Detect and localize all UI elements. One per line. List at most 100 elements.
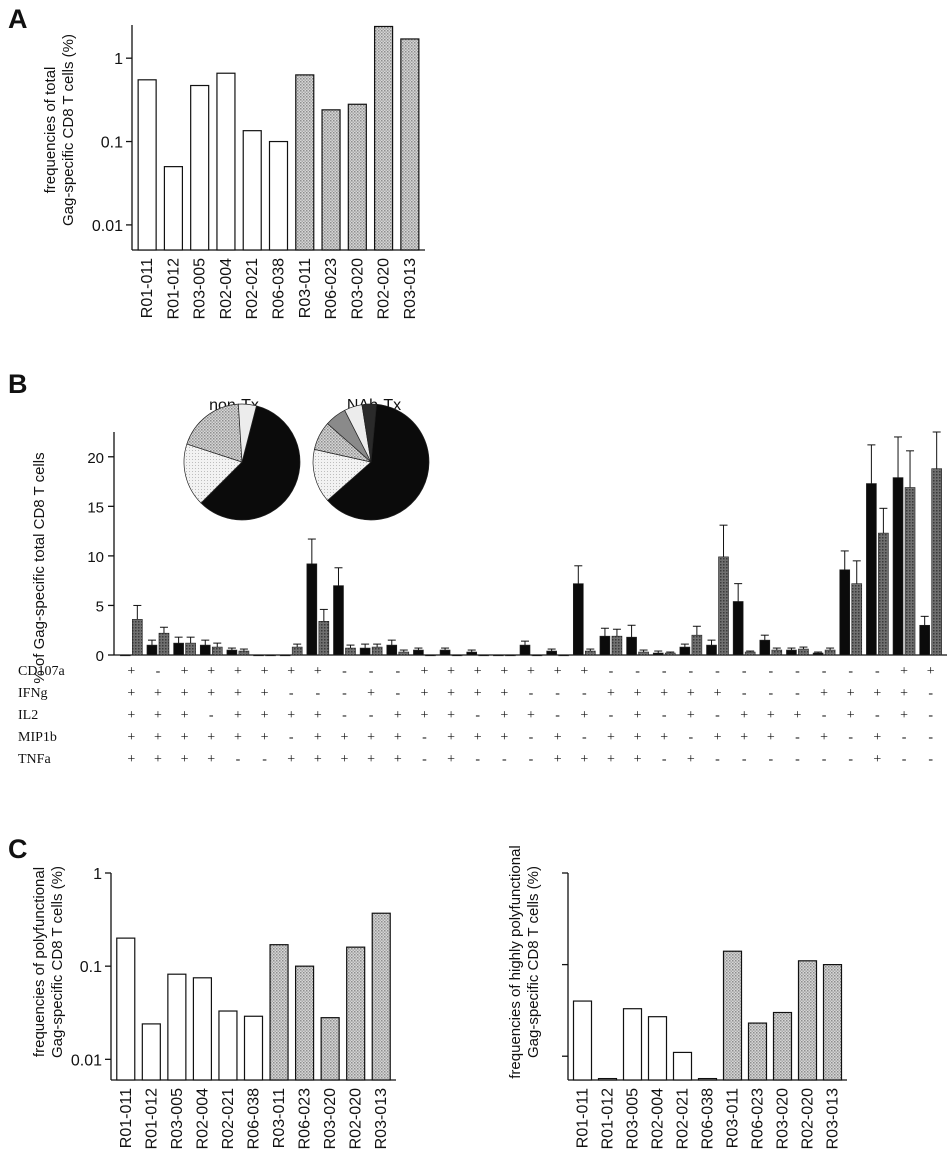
marker-sign: + bbox=[714, 730, 722, 745]
marker-sign: - bbox=[289, 730, 294, 745]
marker-sign: + bbox=[767, 730, 775, 745]
marker-sign: + bbox=[127, 730, 135, 745]
bar-non-tx-13 bbox=[439, 649, 451, 656]
marker-sign: - bbox=[156, 664, 161, 679]
marker-sign: + bbox=[261, 686, 269, 701]
bar-non-tx-12 bbox=[413, 649, 424, 656]
bar-non-tx-26 bbox=[786, 649, 797, 656]
bar-nab-tx-20 bbox=[638, 651, 649, 656]
marker-sign: + bbox=[580, 752, 588, 767]
marker-sign: - bbox=[928, 730, 933, 745]
marker-sign: + bbox=[687, 752, 695, 767]
bar-nab-tx-10 bbox=[371, 646, 383, 656]
marker-sign: + bbox=[793, 708, 801, 723]
bar-non-tx-22 bbox=[679, 646, 691, 656]
marker-sign: + bbox=[127, 686, 135, 701]
pie-slice-nab-tx-2 bbox=[312, 448, 372, 501]
marker-sign: - bbox=[609, 664, 614, 679]
bar-non-tx-21 bbox=[652, 652, 664, 656]
marker-sign: - bbox=[209, 708, 214, 723]
marker-sign: - bbox=[555, 686, 560, 701]
bar-non-tx-10 bbox=[359, 647, 371, 656]
marker-sign: + bbox=[341, 730, 349, 745]
pie-slice-non-tx-1 bbox=[200, 405, 301, 521]
marker-sign: - bbox=[689, 730, 694, 745]
marker-sign: + bbox=[500, 730, 508, 745]
category-label: R02-021 bbox=[675, 1088, 692, 1149]
bar-r01-011 bbox=[572, 1000, 593, 1081]
marker-sign: + bbox=[181, 708, 189, 723]
pie-slice-non-tx-3 bbox=[186, 403, 243, 463]
bar-nab-tx-5 bbox=[238, 650, 250, 656]
marker-label-tnfa: TNFa bbox=[18, 752, 51, 767]
marker-sign: + bbox=[527, 664, 535, 679]
bar-r03-005 bbox=[622, 1008, 643, 1081]
marker-sign: + bbox=[207, 686, 215, 701]
marker-sign: - bbox=[902, 730, 907, 745]
bar-r01-011 bbox=[116, 937, 136, 1081]
bar-nab-tx-26 bbox=[798, 648, 809, 656]
chart-a: 0.01 0.1 1 R01-011 R01-012 R03-005 R02-004 R02-… bbox=[92, 25, 425, 319]
marker-sign: - bbox=[795, 664, 800, 679]
bar-non-tx-31 bbox=[919, 624, 930, 656]
category-label: R01-012 bbox=[165, 258, 182, 319]
bar-nab-tx-31 bbox=[931, 468, 942, 656]
marker-sign: + bbox=[500, 664, 508, 679]
y-tick-label: 5 bbox=[96, 598, 104, 615]
marker-sign: - bbox=[822, 664, 827, 679]
marker-sign: + bbox=[314, 730, 322, 745]
category-label: R06-023 bbox=[323, 258, 340, 319]
marker-sign: + bbox=[474, 730, 482, 745]
category-label: R02-004 bbox=[194, 1088, 211, 1149]
bar-non-tx-20 bbox=[626, 636, 637, 656]
bar-nab-tx-8 bbox=[318, 621, 330, 656]
marker-sign: - bbox=[928, 752, 933, 767]
marker-sign: + bbox=[261, 708, 269, 723]
bar-r02-004 bbox=[647, 1016, 668, 1081]
bar-r03-020 bbox=[772, 1011, 793, 1081]
bar-non-tx-24 bbox=[732, 601, 744, 656]
category-label: R06-038 bbox=[271, 258, 288, 319]
marker-sign: + bbox=[660, 730, 668, 745]
category-label: R06-038 bbox=[246, 1088, 263, 1149]
bar-nab-tx-7 bbox=[291, 646, 303, 656]
category-label: R02-020 bbox=[376, 258, 393, 319]
bar-non-tx-25 bbox=[759, 639, 771, 656]
marker-sign: + bbox=[181, 664, 189, 679]
marker-sign: - bbox=[822, 752, 827, 767]
marker-sign: + bbox=[607, 730, 615, 745]
bar-non-tx-19 bbox=[599, 635, 611, 656]
marker-sign: + bbox=[261, 664, 269, 679]
panel-c-left-ylabel-line1: frequencies of polyfunctional bbox=[31, 867, 48, 1057]
bar-r02-020 bbox=[373, 25, 394, 251]
bar-nab-tx-27 bbox=[824, 649, 836, 656]
marker-sign: - bbox=[768, 686, 773, 701]
panel-a-ylabel-line1: frequencies of total bbox=[42, 67, 59, 194]
marker-sign: - bbox=[689, 664, 694, 679]
marker-sign: - bbox=[662, 664, 667, 679]
marker-sign: + bbox=[740, 730, 748, 745]
bar-r03-020 bbox=[320, 1017, 340, 1081]
marker-sign: - bbox=[395, 686, 400, 701]
marker-sign: + bbox=[314, 708, 322, 723]
category-label: R02-021 bbox=[244, 258, 261, 319]
y-tick-label: 1 bbox=[93, 866, 102, 883]
panel-b-ylabel: % of Gag-specific total CD8 T cells bbox=[31, 452, 48, 683]
bar-r02-020 bbox=[346, 946, 366, 1081]
bar-r06-038 bbox=[697, 1077, 718, 1081]
marker-sign: + bbox=[234, 686, 242, 701]
marker-sign: + bbox=[287, 664, 295, 679]
panel-c-right-ylabel: frequencies of highly polyfunctional Gag… bbox=[507, 845, 542, 1078]
y-tick-label: 0 bbox=[96, 648, 104, 665]
marker-sign: + bbox=[420, 686, 428, 701]
marker-sign: - bbox=[875, 708, 880, 723]
marker-sign: + bbox=[394, 708, 402, 723]
marker-sign: + bbox=[314, 664, 322, 679]
category-label: R02-004 bbox=[218, 258, 235, 319]
marker-sign: + bbox=[607, 752, 615, 767]
marker-sign: - bbox=[475, 752, 480, 767]
marker-sign: + bbox=[447, 708, 455, 723]
marker-sign: + bbox=[207, 730, 215, 745]
panel-letter-c: C bbox=[8, 834, 28, 864]
marker-sign: + bbox=[420, 664, 428, 679]
